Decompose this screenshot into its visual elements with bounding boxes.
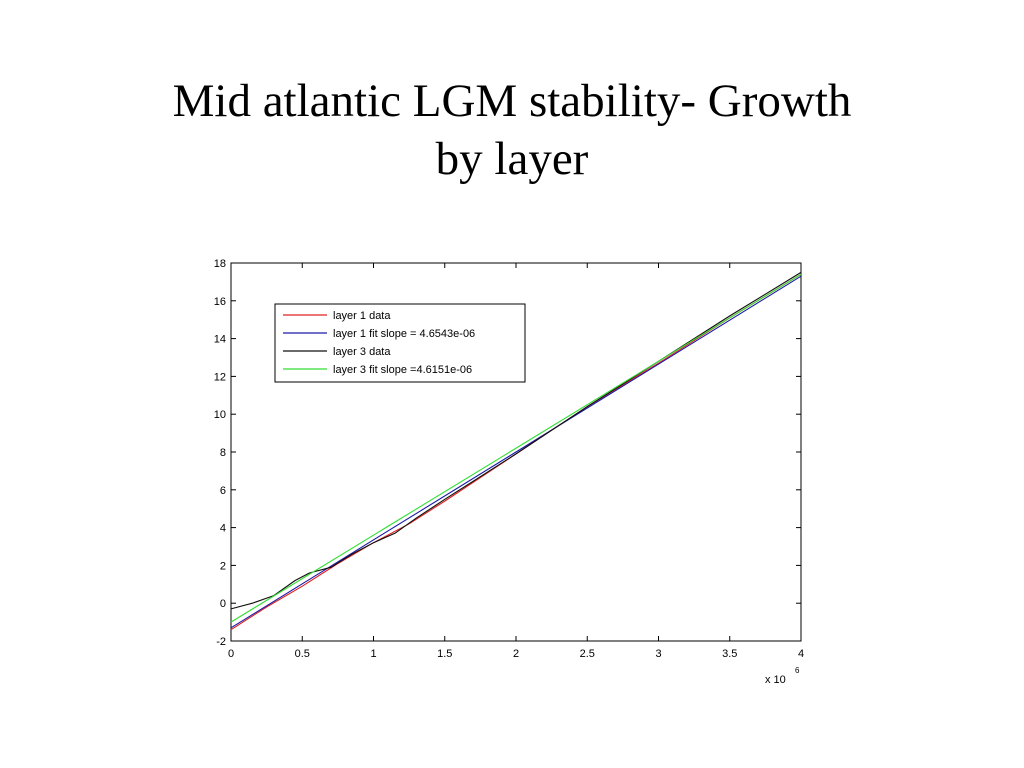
legend: layer 1 data layer 1 fit slope = 4.6543e-… — [274, 303, 526, 383]
y-tick-label: 6 — [220, 485, 226, 497]
series-layer-3-fit — [230, 273, 802, 623]
x-tick-label: 2.5 — [580, 648, 595, 660]
series-layer-1-fit — [230, 275, 802, 629]
series-layer-3-data — [230, 271, 802, 610]
x-tick-label: 1 — [370, 648, 376, 660]
x-tick-label: 2 — [513, 648, 519, 660]
y-tick-label: 12 — [214, 371, 226, 383]
y-tick-label: 16 — [214, 296, 226, 308]
x-tick-label: 4 — [798, 648, 804, 660]
legend-entry-label: layer 3 data — [333, 346, 391, 358]
legend-entry-label: layer 1 data — [333, 310, 391, 322]
y-tick-label: 18 — [214, 258, 226, 270]
x-tick-label: 0.5 — [295, 648, 310, 660]
x-multiplier-label: x 10 — [765, 674, 786, 686]
slide-title-line-2: by layer — [435, 133, 589, 185]
chart-series — [230, 271, 802, 631]
y-tick-label: -2 — [216, 636, 226, 648]
y-tick-label: 2 — [220, 560, 226, 572]
x-tick-label: 1.5 — [437, 648, 452, 660]
x-tick-label: 3.5 — [722, 648, 737, 660]
y-tick-label: 4 — [220, 523, 226, 535]
y-tick-label: 14 — [214, 334, 226, 346]
slide-title: Mid atlantic LGM stability- Growth by la… — [0, 72, 1024, 188]
y-tick-label: 10 — [214, 409, 226, 421]
series-layer-1-data — [230, 273, 802, 631]
x-tick-label: 3 — [655, 648, 661, 660]
y-tick-label: 0 — [220, 598, 226, 610]
x-multiplier: x 10 6 — [765, 666, 800, 686]
y-tick-label: 8 — [220, 447, 226, 459]
slide-title-line-1: Mid atlantic LGM stability- Growth — [172, 75, 852, 127]
legend-entry-label: layer 3 fit slope =4.6151e-06 — [333, 364, 472, 376]
x-tick-label: 0 — [228, 648, 234, 660]
legend-entry-label: layer 1 fit slope = 4.6543e-06 — [333, 328, 475, 340]
x-multiplier-exponent: 6 — [795, 666, 800, 675]
